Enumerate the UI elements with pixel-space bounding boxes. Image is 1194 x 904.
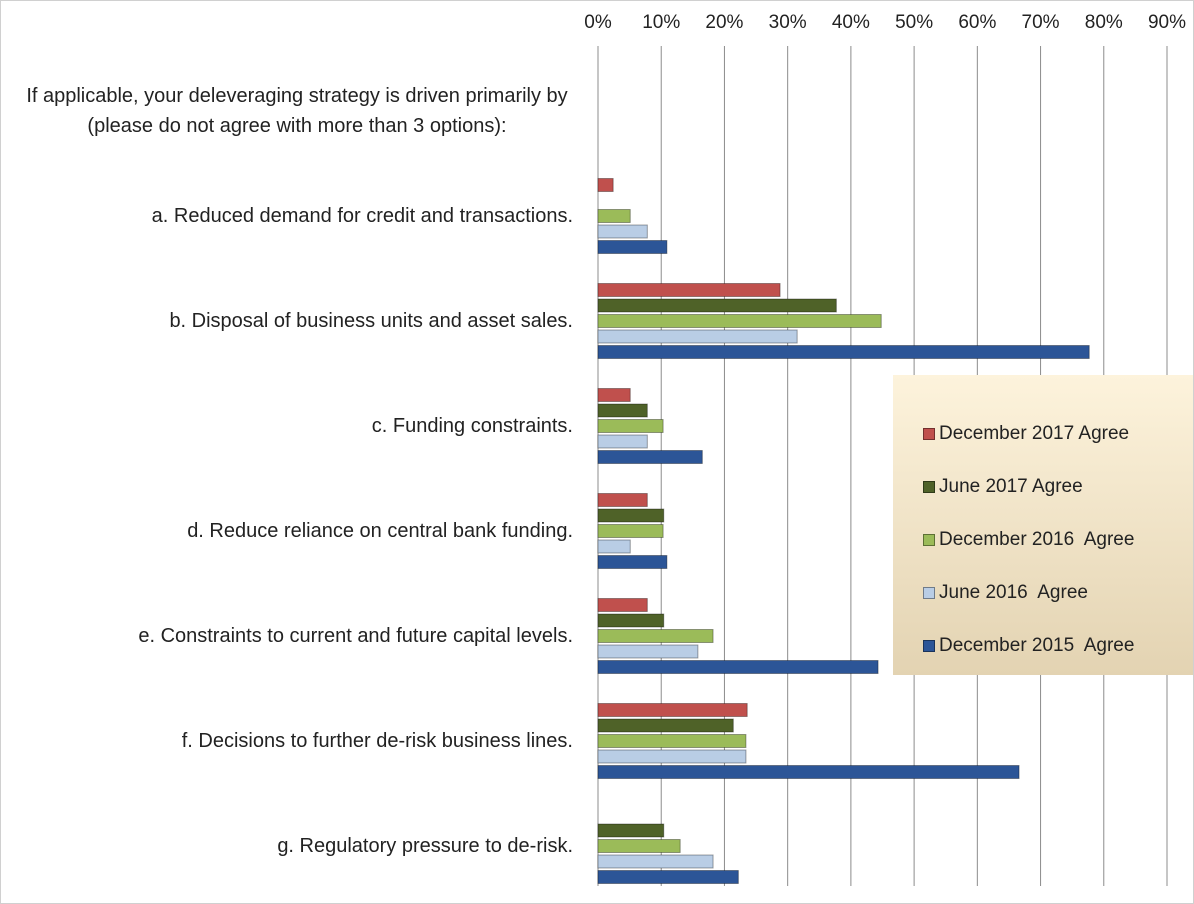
legend-swatch: [923, 587, 935, 599]
bar: [597, 660, 879, 674]
legend-label: December 2017 Agree: [939, 423, 1130, 444]
bar: [597, 403, 648, 418]
bar: [597, 314, 882, 328]
bar: [597, 718, 734, 733]
bar: [597, 555, 668, 569]
bar: [597, 224, 648, 239]
legend-swatch: [923, 534, 935, 546]
bar: [597, 854, 714, 869]
x-tick-label: 60%: [958, 12, 996, 33]
bar: [597, 298, 837, 313]
x-tick-label: 50%: [895, 12, 933, 33]
legend-item: December 2017 Agree: [923, 422, 1129, 446]
bar: [597, 823, 665, 838]
legend-item: December 2015 Agree: [923, 634, 1134, 658]
legend-item: June 2016 Agree: [923, 581, 1088, 605]
bar: [597, 388, 631, 402]
category-label: b. Disposal of business units and asset …: [169, 310, 573, 332]
category-label: g. Regulatory pressure to de-risk.: [277, 835, 573, 857]
legend-label: June 2017 Agree: [939, 476, 1083, 497]
bar: [597, 839, 681, 853]
bar: [597, 629, 714, 643]
bar: [597, 209, 631, 223]
bar: [597, 240, 668, 254]
bar: [597, 539, 631, 554]
x-tick-label: 0%: [584, 12, 612, 33]
x-tick-label: 80%: [1085, 12, 1123, 33]
bar: [597, 524, 664, 538]
bar: [597, 178, 614, 192]
x-tick-label: 90%: [1148, 12, 1186, 33]
bar: [597, 283, 781, 297]
legend-item: December 2016 Agree: [923, 528, 1134, 552]
bar: [597, 734, 747, 748]
bar: [597, 870, 739, 884]
category-label: If applicable, your deleveraging strateg…: [26, 85, 568, 137]
category-label: f. Decisions to further de-risk business…: [181, 730, 573, 752]
legend-swatch: [923, 481, 935, 493]
bar: [597, 508, 665, 523]
category-label: c. Funding constraints.: [371, 415, 573, 437]
bar: [597, 345, 1090, 359]
legend-label: June 2016 Agree: [939, 582, 1088, 603]
legend-label: December 2016 Agree: [939, 529, 1135, 550]
bar: [597, 749, 747, 764]
legend-label: December 2015 Agree: [939, 635, 1135, 656]
legend-swatch: [923, 428, 935, 440]
category-label: a. Reduced demand for credit and transac…: [151, 205, 573, 227]
bar: [597, 493, 648, 507]
legend-item: June 2017 Agree: [923, 475, 1083, 499]
bar: [597, 450, 703, 464]
legend: December 2017 Agree June 2017 Agree Decemb…: [893, 375, 1193, 675]
legend-swatch: [923, 640, 935, 652]
bar: [597, 765, 1020, 779]
x-tick-label: 10%: [642, 12, 680, 33]
bar: [597, 419, 664, 433]
category-label: d. Reduce reliance on central bank fundi…: [187, 520, 573, 542]
bar: [597, 434, 648, 449]
x-tick-label: 30%: [769, 12, 807, 33]
bar: [597, 644, 699, 659]
x-tick-label: 70%: [1022, 12, 1060, 33]
x-tick-label: 20%: [705, 12, 743, 33]
bar: [597, 703, 748, 717]
bar: [597, 329, 798, 344]
bar: [597, 613, 665, 628]
bar: [597, 598, 648, 612]
category-label: e. Constraints to current and future cap…: [138, 625, 573, 647]
x-tick-label: 40%: [832, 12, 870, 33]
